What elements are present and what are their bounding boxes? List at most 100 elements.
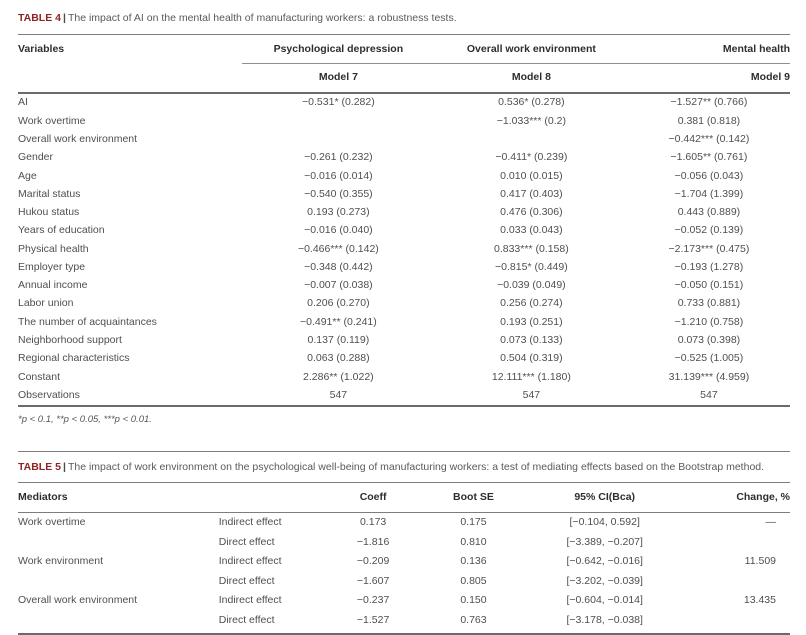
model8-value-cell: 0.256 (0.274) bbox=[500, 297, 563, 310]
model9-value-cell: −0.052 (0.139) bbox=[674, 224, 744, 237]
table4-row: Observations 547 547 547 bbox=[18, 387, 790, 406]
coeff-cell: −1.527 bbox=[356, 613, 390, 626]
change-cell bbox=[682, 611, 790, 635]
variable-cell: Constant bbox=[18, 370, 61, 383]
change-cell: — bbox=[765, 516, 777, 529]
table4: Variables Psychological depression Overa… bbox=[18, 34, 790, 407]
effect-type-cell: Indirect effect bbox=[218, 594, 282, 607]
table4-header: Variables Psychological depression Overa… bbox=[18, 34, 790, 94]
table4-label: TABLE 4 bbox=[18, 12, 61, 24]
model8-value-cell: 547 bbox=[522, 388, 541, 401]
variable-cell: Annual income bbox=[18, 279, 88, 292]
model7-value-cell: 0.063 (0.288) bbox=[307, 352, 370, 365]
table5-caption-text: The impact of work environment on the ps… bbox=[67, 460, 765, 473]
model8-value-cell: −0.815* (0.449) bbox=[495, 260, 568, 273]
table4-row: Age −0.016 (0.014) 0.010 (0.015) −0.056 … bbox=[18, 167, 790, 185]
model9-value-cell: −1.704 (1.399) bbox=[674, 187, 744, 200]
effect-type-cell: Direct effect bbox=[218, 574, 275, 587]
table4-row: Overall work environment −0.442*** (0.14… bbox=[18, 131, 790, 149]
table4-header-variables: Variables bbox=[18, 43, 65, 56]
model7-value-cell: −0.491** (0.241) bbox=[299, 315, 377, 328]
change-cell bbox=[682, 572, 790, 592]
ci-cell: [−0.642, −0.016] bbox=[566, 555, 643, 568]
table5-row: Direct effect −1.816 0.810 [−3.389, −0.2… bbox=[18, 533, 790, 553]
caption-separator: | bbox=[62, 460, 66, 473]
variable-cell: Employer type bbox=[18, 260, 86, 273]
effect-type-cell: Direct effect bbox=[218, 613, 275, 626]
table4-header-model9: Model 9 bbox=[627, 63, 790, 94]
model7-value-cell: −0.540 (0.355) bbox=[304, 187, 373, 200]
model8-value-cell: 12.111*** (1.180) bbox=[491, 370, 571, 383]
table4-row: Years of education −0.016 (0.040) 0.033 … bbox=[18, 222, 790, 240]
boot-se-cell: 0.810 bbox=[460, 535, 487, 548]
table4-footnote: *p < 0.1, **p < 0.05, ***p < 0.01. bbox=[18, 413, 152, 425]
model7-value-cell: 2.286** (1.022) bbox=[303, 370, 374, 383]
model8-value-cell: 0.417 (0.403) bbox=[500, 187, 563, 200]
variable-cell: AI bbox=[18, 96, 28, 109]
model9-value-cell: 0.073 (0.398) bbox=[677, 334, 741, 347]
table4-group-header-row: Variables Psychological depression Overa… bbox=[18, 34, 790, 64]
model8-value-cell: 0.833*** (0.158) bbox=[494, 242, 569, 255]
table4-row: Gender −0.261 (0.232) −0.411* (0.239) −1… bbox=[18, 149, 790, 167]
model7-value-cell: 0.206 (0.270) bbox=[307, 297, 370, 310]
table5-header-coeff: Coeff bbox=[326, 482, 420, 514]
model8-value-cell: 0.504 (0.319) bbox=[500, 352, 563, 365]
table5-row: Direct effect −1.607 0.805 [−3.202, −0.0… bbox=[18, 572, 790, 592]
table4-body: AI −0.531* (0.282) 0.536* (0.278) −1.527… bbox=[18, 93, 790, 406]
variable-cell: Overall work environment bbox=[18, 132, 138, 145]
table4-row: AI −0.531* (0.282) 0.536* (0.278) −1.527… bbox=[18, 93, 790, 112]
table5-row: Direct effect −1.527 0.763 [−3.178, −0.0… bbox=[18, 611, 790, 635]
variable-cell: Age bbox=[18, 169, 37, 182]
model9-value-cell: 0.443 (0.889) bbox=[677, 206, 741, 219]
variable-cell: Work overtime bbox=[18, 114, 86, 127]
mediator-cell: Overall work environment bbox=[18, 594, 138, 607]
ci-cell: [−0.104, 0.592] bbox=[569, 516, 640, 529]
mediator-cell bbox=[18, 572, 219, 592]
ci-cell: [−3.178, −0.038] bbox=[566, 613, 643, 626]
model7-value-cell bbox=[242, 131, 435, 149]
table5: Mediators Coeff Boot SE 95% CI(Bca) Chan… bbox=[18, 481, 790, 635]
coeff-cell: −1.607 bbox=[356, 574, 390, 587]
table4-header-group-mental-health: Mental health bbox=[627, 34, 790, 64]
variable-cell: Hukou status bbox=[18, 206, 80, 219]
change-cell: 11.509 bbox=[744, 555, 776, 568]
table4-header-model7: Model 7 bbox=[241, 63, 435, 94]
model8-value-cell: 0.536* (0.278) bbox=[498, 96, 565, 109]
model9-value-cell: −2.173*** (0.475) bbox=[668, 242, 750, 255]
table5-header: Mediators Coeff Boot SE 95% CI(Bca) Chan… bbox=[18, 482, 790, 514]
variable-cell: Regional characteristics bbox=[18, 352, 130, 365]
model8-value-cell: 0.073 (0.133) bbox=[500, 334, 563, 347]
table4-header-group-psych-depression: Psychological depression bbox=[241, 34, 435, 64]
table4-caption-text: The impact of AI on the mental health of… bbox=[67, 12, 457, 24]
coeff-cell: −0.237 bbox=[356, 594, 390, 607]
table5-header-effect-empty bbox=[218, 482, 327, 514]
model9-value-cell: 31.139*** (4.959) bbox=[668, 370, 750, 383]
model8-value-cell: −0.411* (0.239) bbox=[495, 151, 568, 164]
model9-value-cell: 547 bbox=[700, 388, 718, 401]
model7-value-cell: −0.007 (0.038) bbox=[304, 279, 373, 292]
model7-value-cell: −0.466*** (0.142) bbox=[297, 242, 379, 255]
table4-row: Labor union 0.206 (0.270) 0.256 (0.274) … bbox=[18, 295, 790, 313]
table4-row: The number of acquaintances −0.491** (0.… bbox=[18, 313, 790, 331]
table5-header-boot-se: Boot SE bbox=[419, 482, 528, 514]
mediator-cell: Work overtime bbox=[18, 516, 86, 529]
variable-cell: The number of acquaintances bbox=[18, 315, 157, 328]
mediator-cell bbox=[18, 533, 219, 553]
model8-value-cell: 0.033 (0.043) bbox=[500, 224, 563, 237]
model9-value-cell: 0.381 (0.818) bbox=[677, 114, 741, 127]
variable-cell: Physical health bbox=[18, 242, 89, 255]
boot-se-cell: 0.175 bbox=[460, 516, 487, 529]
model9-value-cell: −1.527** (0.766) bbox=[670, 96, 748, 109]
mediator-cell: Work environment bbox=[18, 555, 104, 568]
table5-header-ci: 95% CI(Bca) bbox=[527, 482, 682, 514]
mediator-cell bbox=[18, 611, 219, 635]
table4-header-group-work-environment: Overall work environment bbox=[434, 34, 628, 64]
model9-value-cell: −1.605** (0.761) bbox=[670, 151, 748, 164]
table4-row: Employer type −0.348 (0.442) −0.815* (0.… bbox=[18, 259, 790, 277]
table4-row: Marital status −0.540 (0.355) 0.417 (0.4… bbox=[18, 185, 790, 203]
variable-cell: Gender bbox=[18, 151, 54, 164]
table5-row: Work environment Indirect effect −0.209 … bbox=[18, 552, 790, 572]
model9-value-cell: −0.050 (0.151) bbox=[674, 279, 744, 292]
table4-header-empty bbox=[18, 63, 242, 94]
